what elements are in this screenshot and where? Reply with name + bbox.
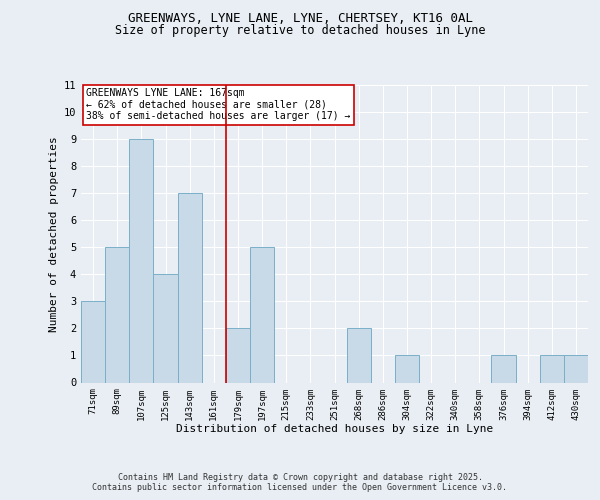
Y-axis label: Number of detached properties: Number of detached properties xyxy=(49,136,59,332)
Bar xyxy=(347,328,371,382)
Bar xyxy=(105,248,129,382)
Text: Size of property relative to detached houses in Lyne: Size of property relative to detached ho… xyxy=(115,24,485,37)
Bar xyxy=(226,328,250,382)
Bar xyxy=(81,302,105,382)
Bar xyxy=(154,274,178,382)
Text: GREENWAYS LYNE LANE: 167sqm
← 62% of detached houses are smaller (28)
38% of sem: GREENWAYS LYNE LANE: 167sqm ← 62% of det… xyxy=(86,88,350,121)
X-axis label: Distribution of detached houses by size in Lyne: Distribution of detached houses by size … xyxy=(176,424,493,434)
Bar xyxy=(178,193,202,382)
Bar xyxy=(250,248,274,382)
Bar xyxy=(129,139,154,382)
Text: GREENWAYS, LYNE LANE, LYNE, CHERTSEY, KT16 0AL: GREENWAYS, LYNE LANE, LYNE, CHERTSEY, KT… xyxy=(128,12,473,26)
Text: Contains HM Land Registry data © Crown copyright and database right 2025.
Contai: Contains HM Land Registry data © Crown c… xyxy=(92,473,508,492)
Bar xyxy=(395,356,419,382)
Bar xyxy=(564,356,588,382)
Bar xyxy=(540,356,564,382)
Bar xyxy=(491,356,515,382)
